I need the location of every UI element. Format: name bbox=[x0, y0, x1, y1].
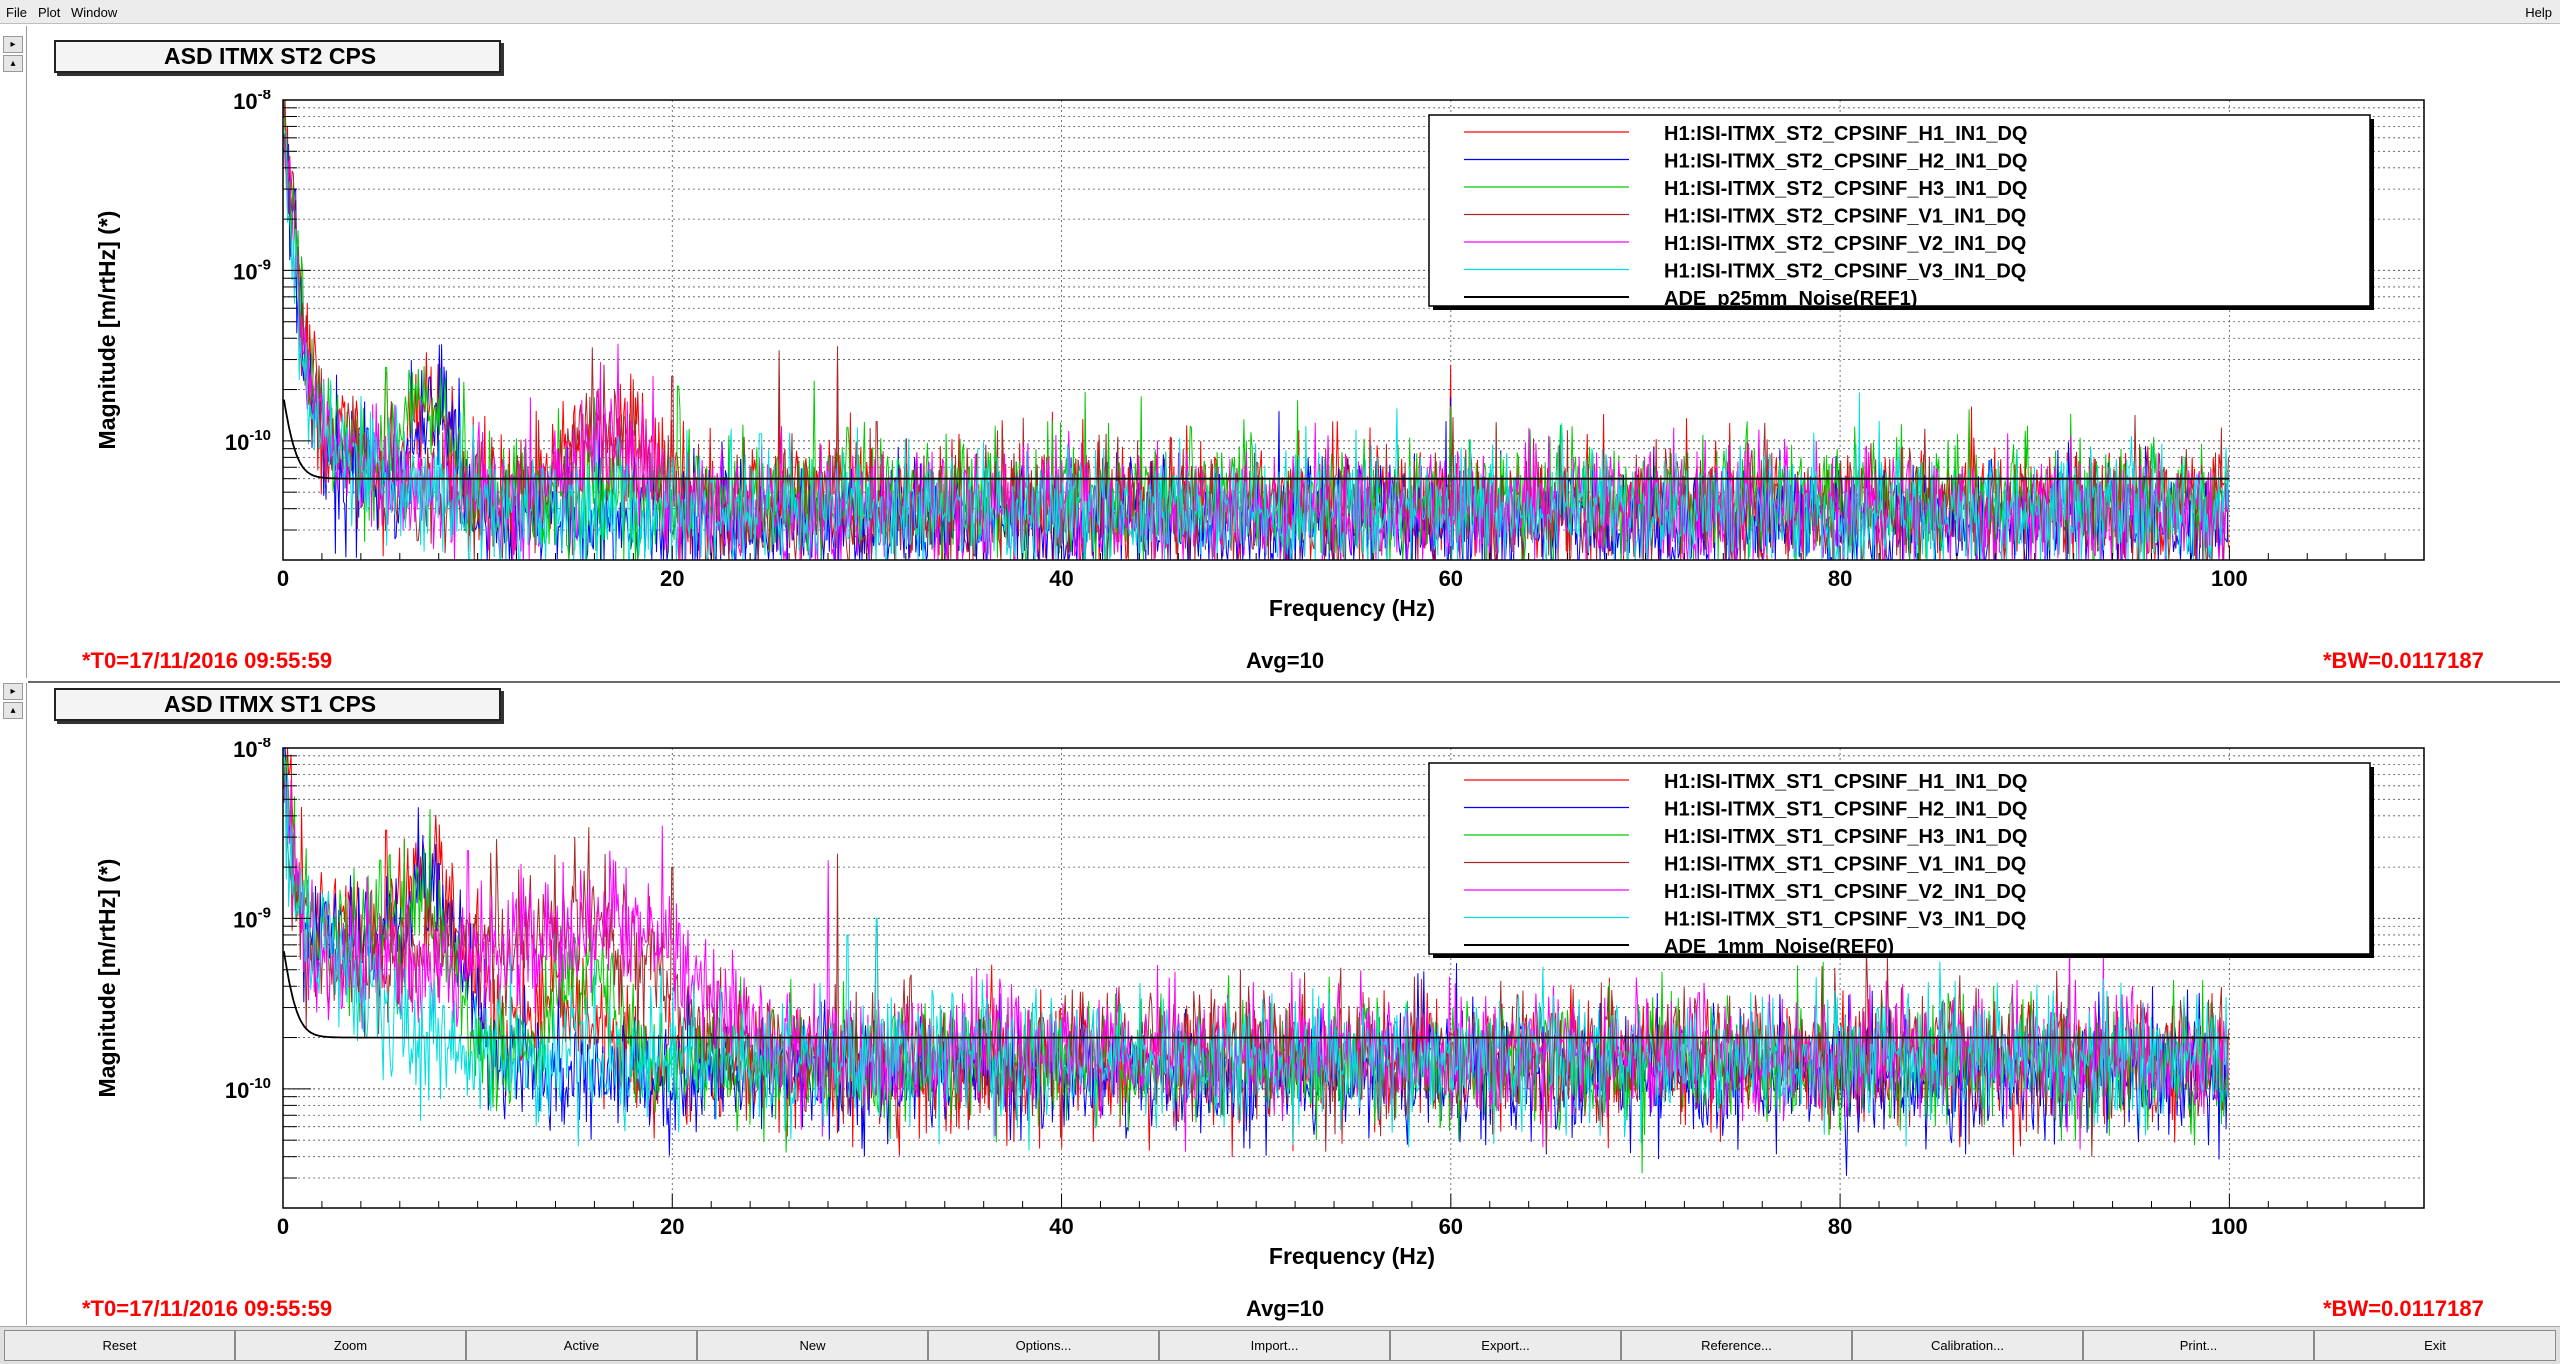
calibration-button[interactable]: Calibration... bbox=[1852, 1330, 2083, 1361]
bottom-toolbar: Reset Zoom Active New Options... Import.… bbox=[0, 1326, 2560, 1364]
collapse-panel-up-icon[interactable]: ▴ bbox=[3, 702, 23, 719]
x-axis: 0 20 40 60 80 100 Frequency (Hz) bbox=[277, 1194, 2425, 1269]
legend-entry: H1:ISI-ITMX_ST1_CPSINF_V1_IN1_DQ bbox=[1664, 854, 2026, 876]
x-tick-label: 0 bbox=[277, 1214, 289, 1239]
legend-entry: H1:ISI-ITMX_ST1_CPSINF_H3_IN1_DQ bbox=[1664, 826, 2027, 848]
panel-title[interactable]: ASD ITMX ST2 CPS bbox=[54, 40, 501, 73]
series-line-4 bbox=[283, 133, 2229, 561]
collapse-panel-up-icon[interactable]: ▴ bbox=[3, 55, 23, 72]
export-button[interactable]: Export... bbox=[1390, 1330, 1621, 1361]
start-time-label: *T0=17/11/2016 09:55:59 bbox=[82, 648, 333, 673]
legend-entry: H1:ISI-ITMX_ST2_CPSINF_H3_IN1_DQ bbox=[1664, 178, 2027, 200]
average-count-label: Avg=10 bbox=[1246, 1296, 1325, 1321]
options-button[interactable]: Options... bbox=[928, 1330, 1159, 1361]
series-group bbox=[283, 747, 2230, 1176]
bandwidth-label: *BW=0.0117187 bbox=[2323, 1296, 2484, 1321]
panel-title[interactable]: ASD ITMX ST1 CPS bbox=[54, 688, 501, 721]
legend-entry: H1:ISI-ITMX_ST2_CPSINF_V1_IN1_DQ bbox=[1664, 206, 2026, 228]
legend-entry: H1:ISI-ITMX_ST2_CPSINF_H1_IN1_DQ bbox=[1664, 123, 2027, 145]
panel-left-border bbox=[26, 683, 27, 1325]
active-button[interactable]: Active bbox=[466, 1330, 697, 1361]
y-axis-label: Magnitude [m/rtHz] (*) bbox=[94, 211, 120, 450]
x-tick-label: 60 bbox=[1439, 1214, 1463, 1239]
legend-entry: H1:ISI-ITMX_ST2_CPSINF_V2_IN1_DQ bbox=[1664, 233, 2026, 255]
x-tick-label: 40 bbox=[1049, 1214, 1073, 1239]
legend[interactable]: H1:ISI-ITMX_ST1_CPSINF_H1_IN1_DQ H1:ISI-I… bbox=[1428, 762, 2374, 958]
x-axis-label: Frequency (Hz) bbox=[1269, 595, 1435, 621]
x-tick-label: 20 bbox=[660, 1214, 684, 1239]
chart-plot-area[interactable]: 0 20 40 60 80 100 Frequency (Hz) 10-8 10-9 10-10 M… bbox=[0, 90, 2560, 675]
series-group bbox=[283, 99, 2230, 561]
y-tick-label: 10-8 bbox=[233, 90, 271, 114]
reference-button[interactable]: Reference... bbox=[1621, 1330, 1852, 1361]
legend-entry: H1:ISI-ITMX_ST1_CPSINF_H2_IN1_DQ bbox=[1664, 799, 2027, 821]
menu-file[interactable]: File bbox=[6, 5, 27, 20]
bandwidth-label: *BW=0.0117187 bbox=[2323, 648, 2484, 673]
y-axis-label: Magnitude [m/rtHz] (*) bbox=[94, 859, 120, 1098]
reference-line-6 bbox=[283, 399, 2230, 480]
x-tick-label: 80 bbox=[1828, 1214, 1852, 1239]
legend-entry: ADE_1mm_Noise(REF0) bbox=[1664, 936, 1894, 958]
start-time-label: *T0=17/11/2016 09:55:59 bbox=[82, 1296, 333, 1321]
legend[interactable]: H1:ISI-ITMX_ST2_CPSINF_H1_IN1_DQ H1:ISI-I… bbox=[1428, 114, 2374, 310]
y-tick-label: 10-9 bbox=[233, 904, 271, 932]
reset-button[interactable]: Reset bbox=[4, 1330, 235, 1361]
legend-entry: H1:ISI-ITMX_ST1_CPSINF_V3_IN1_DQ bbox=[1664, 909, 2026, 931]
new-button[interactable]: New bbox=[697, 1330, 928, 1361]
legend-box bbox=[1428, 114, 2371, 307]
x-tick-label: 80 bbox=[1828, 566, 1852, 591]
x-tick-label: 100 bbox=[2211, 566, 2248, 591]
y-tick-label: 10-10 bbox=[225, 427, 271, 455]
reference-line-6 bbox=[283, 951, 2230, 1039]
expand-panel-right-icon[interactable]: ▸ bbox=[3, 36, 23, 53]
plot-frame bbox=[282, 747, 2425, 1209]
print-button[interactable]: Print... bbox=[2083, 1330, 2314, 1361]
plot-frame bbox=[282, 99, 2425, 561]
chart-plot-area[interactable]: 0 20 40 60 80 100 Frequency (Hz) 10-8 10-9 10-10 M… bbox=[0, 738, 2560, 1323]
expand-panel-right-icon[interactable]: ▸ bbox=[3, 683, 23, 700]
panel-divider[interactable] bbox=[28, 681, 2560, 683]
average-count-label: Avg=10 bbox=[1246, 648, 1325, 673]
panel-left-border bbox=[26, 26, 27, 678]
series-line-5 bbox=[283, 747, 2229, 1151]
menu-bar: File Plot Window Help bbox=[0, 0, 2560, 24]
y-tick-label: 10-9 bbox=[233, 256, 271, 284]
legend-entry: H1:ISI-ITMX_ST2_CPSINF_H2_IN1_DQ bbox=[1664, 151, 2027, 173]
menu-plot[interactable]: Plot bbox=[38, 5, 61, 20]
x-tick-label: 100 bbox=[2211, 1214, 2248, 1239]
y-tick-label: 10-10 bbox=[225, 1075, 271, 1103]
legend-entry: H1:ISI-ITMX_ST1_CPSINF_V2_IN1_DQ bbox=[1664, 881, 2026, 903]
x-tick-label: 0 bbox=[277, 566, 289, 591]
x-tick-label: 20 bbox=[660, 566, 684, 591]
legend-entry: H1:ISI-ITMX_ST2_CPSINF_V3_IN1_DQ bbox=[1664, 261, 2026, 283]
y-axis: 10-8 10-9 10-10 Magnitude [m/rtHz] (*) bbox=[94, 738, 311, 1209]
series-line-5 bbox=[283, 130, 2229, 561]
legend-entry: ADE_p25mm_Noise(REF1) bbox=[1664, 288, 1917, 310]
legend-box bbox=[1428, 762, 2371, 955]
menu-window[interactable]: Window bbox=[71, 5, 118, 20]
y-tick-label: 10-8 bbox=[233, 738, 271, 762]
y-axis: 10-8 10-9 10-10 Magnitude [m/rtHz] (*) bbox=[94, 90, 311, 561]
exit-button[interactable]: Exit bbox=[2314, 1330, 2556, 1361]
x-axis-label: Frequency (Hz) bbox=[1269, 1243, 1435, 1269]
x-tick-label: 40 bbox=[1049, 566, 1073, 591]
x-axis: 0 20 40 60 80 100 Frequency (Hz) bbox=[277, 546, 2425, 621]
x-tick-label: 60 bbox=[1439, 566, 1463, 591]
legend-entry: H1:ISI-ITMX_ST1_CPSINF_H1_IN1_DQ bbox=[1664, 771, 2027, 793]
import-button[interactable]: Import... bbox=[1159, 1330, 1390, 1361]
menu-help[interactable]: Help bbox=[2525, 5, 2552, 20]
zoom-button[interactable]: Zoom bbox=[235, 1330, 466, 1361]
